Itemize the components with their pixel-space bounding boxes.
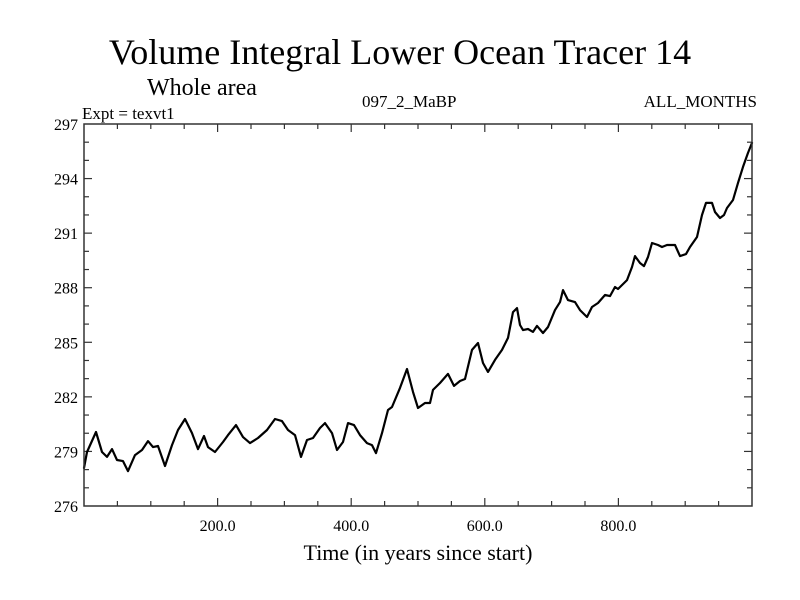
y-tick-label: 285 [54, 335, 78, 352]
series-group [82, 141, 754, 473]
y-tick-label: 291 [54, 226, 78, 243]
experiment-label: Expt = texvt1 [82, 104, 175, 123]
axis-tick-labels: 200.0 400.0 600.0 800.0 276 279 282 285 288 291 29… [54, 117, 636, 535]
y-tick-label: 276 [54, 499, 78, 516]
period-label: 097_2_MaBP [362, 92, 457, 111]
y-tick-label: 279 [54, 444, 78, 461]
x-tick-label: 400.0 [333, 518, 369, 535]
months-label: ALL_MONTHS [643, 92, 757, 111]
chart-subtitle: Whole area [147, 75, 257, 101]
x-tick-label: 800.0 [600, 518, 636, 535]
x-axis-label: Time (in years since start) [303, 540, 533, 565]
y-tick-label: 282 [54, 390, 78, 407]
y-tick-label: 297 [54, 117, 78, 134]
x-tick-label: 600.0 [467, 518, 503, 535]
y-tick-label: 288 [54, 281, 78, 298]
y-tick-label: 294 [54, 172, 78, 189]
chart-title: Volume Integral Lower Ocean Tracer 14 [108, 32, 692, 72]
x-tick-label: 200.0 [200, 518, 236, 535]
axis-ticks [84, 124, 752, 506]
plot-frame [83, 123, 753, 507]
series-line [82, 141, 754, 473]
